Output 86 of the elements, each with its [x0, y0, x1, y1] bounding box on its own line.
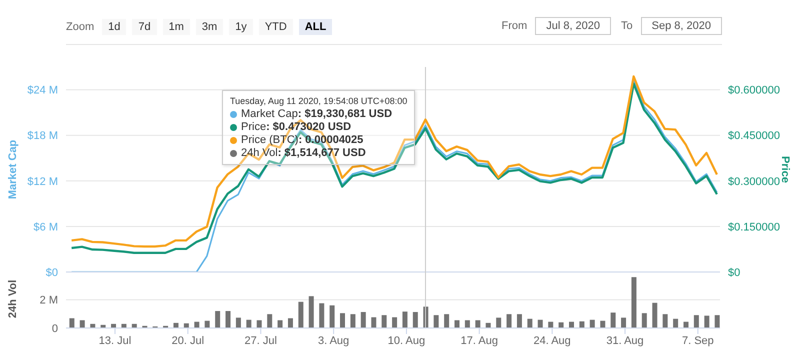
bar [360, 312, 366, 328]
text: To [621, 20, 633, 32]
x-tick-label: 13. Jul [98, 334, 132, 347]
y2-tick-label: $0.300000 [728, 176, 780, 188]
x-tick-label: 27. Jul [244, 334, 277, 347]
range-button: YTD [258, 19, 293, 35]
x-tick-label: 31. Aug [606, 334, 644, 347]
bar [652, 302, 658, 328]
bar [642, 313, 647, 328]
range-button: 1m [162, 19, 190, 35]
bar [631, 277, 636, 328]
text: Zoom [66, 21, 94, 33]
bar [434, 315, 439, 328]
bar [278, 320, 283, 328]
bar [246, 320, 252, 328]
y2-tick-label: $0.600000 [728, 84, 780, 97]
range-button: 3m [196, 19, 224, 35]
x-tick-label: 7. Sep [682, 334, 714, 347]
y2-axis-title: Price [779, 156, 792, 183]
y2-tick-label: $0.450000 [728, 130, 780, 142]
bar [475, 320, 480, 328]
x-tick-label: 20. Jul [172, 334, 204, 347]
bar [350, 314, 356, 328]
bar [402, 312, 408, 328]
y-tick-label: $18 M [27, 130, 58, 142]
bar [330, 305, 335, 328]
bar [267, 314, 272, 328]
legend-label: Market Cap [241, 108, 298, 121]
bar [288, 318, 293, 328]
y-tick-label: $12 M [27, 176, 58, 188]
annotation: Tuesday, Aug 11 2020, 19:54:08 UTC+08:00 [230, 95, 408, 108]
y-axis-title: Market Cap [6, 140, 19, 200]
y-tick-label: $24 M [27, 84, 58, 97]
bar [444, 314, 450, 328]
bar [392, 317, 398, 328]
bar [464, 320, 470, 328]
bar [308, 296, 314, 328]
bar [204, 320, 210, 328]
bar [527, 318, 532, 328]
bar [298, 302, 304, 328]
bar [412, 312, 418, 328]
bar [673, 318, 678, 328]
bar [319, 303, 324, 328]
bar [236, 318, 241, 328]
bar [371, 317, 376, 328]
y-tick-label: 2 M [40, 294, 58, 307]
y-tick-label: $6 M [34, 221, 58, 234]
annotation: : $19,330,681 USD [298, 108, 392, 121]
bar [610, 312, 616, 328]
x-tick-label: 17. Aug [460, 334, 498, 347]
bar [694, 315, 699, 328]
date-field: Jul 8, 2020 [535, 17, 612, 35]
bar [226, 311, 231, 328]
bar [256, 320, 262, 328]
bar [454, 320, 460, 328]
bar [538, 320, 543, 328]
bar [621, 318, 626, 328]
bar [506, 314, 512, 328]
bar [69, 318, 74, 328]
legend-label: Price [241, 121, 266, 134]
x-tick-label: 24. Aug [534, 334, 571, 347]
bar [80, 320, 85, 328]
bar [516, 314, 522, 328]
range-button: 1d [102, 19, 126, 35]
bar [496, 318, 502, 328]
bar [590, 320, 595, 328]
bar [579, 321, 584, 328]
y2-tick-label: $0.150000 [728, 221, 780, 234]
range-button: 1y [229, 19, 253, 35]
bar [382, 315, 387, 328]
x-tick-label: 3. Aug [318, 334, 350, 347]
x-tick-label: 10. Aug [388, 334, 426, 347]
bar [600, 320, 606, 328]
y-tick-label: $0 [46, 266, 58, 279]
bar [340, 313, 346, 328]
y-axis-title: 24h Vol [6, 280, 19, 318]
bar [215, 311, 220, 328]
text: From [502, 20, 528, 32]
bar [662, 314, 668, 328]
y-tick-label: 0 [52, 322, 58, 335]
date-field: Sep 8, 2020 [640, 17, 722, 35]
bar [704, 316, 710, 328]
bar [714, 315, 720, 328]
range-button: 7d [132, 19, 157, 35]
y2-tick-label: $0 [728, 266, 740, 279]
range-button: ALL [298, 19, 332, 35]
